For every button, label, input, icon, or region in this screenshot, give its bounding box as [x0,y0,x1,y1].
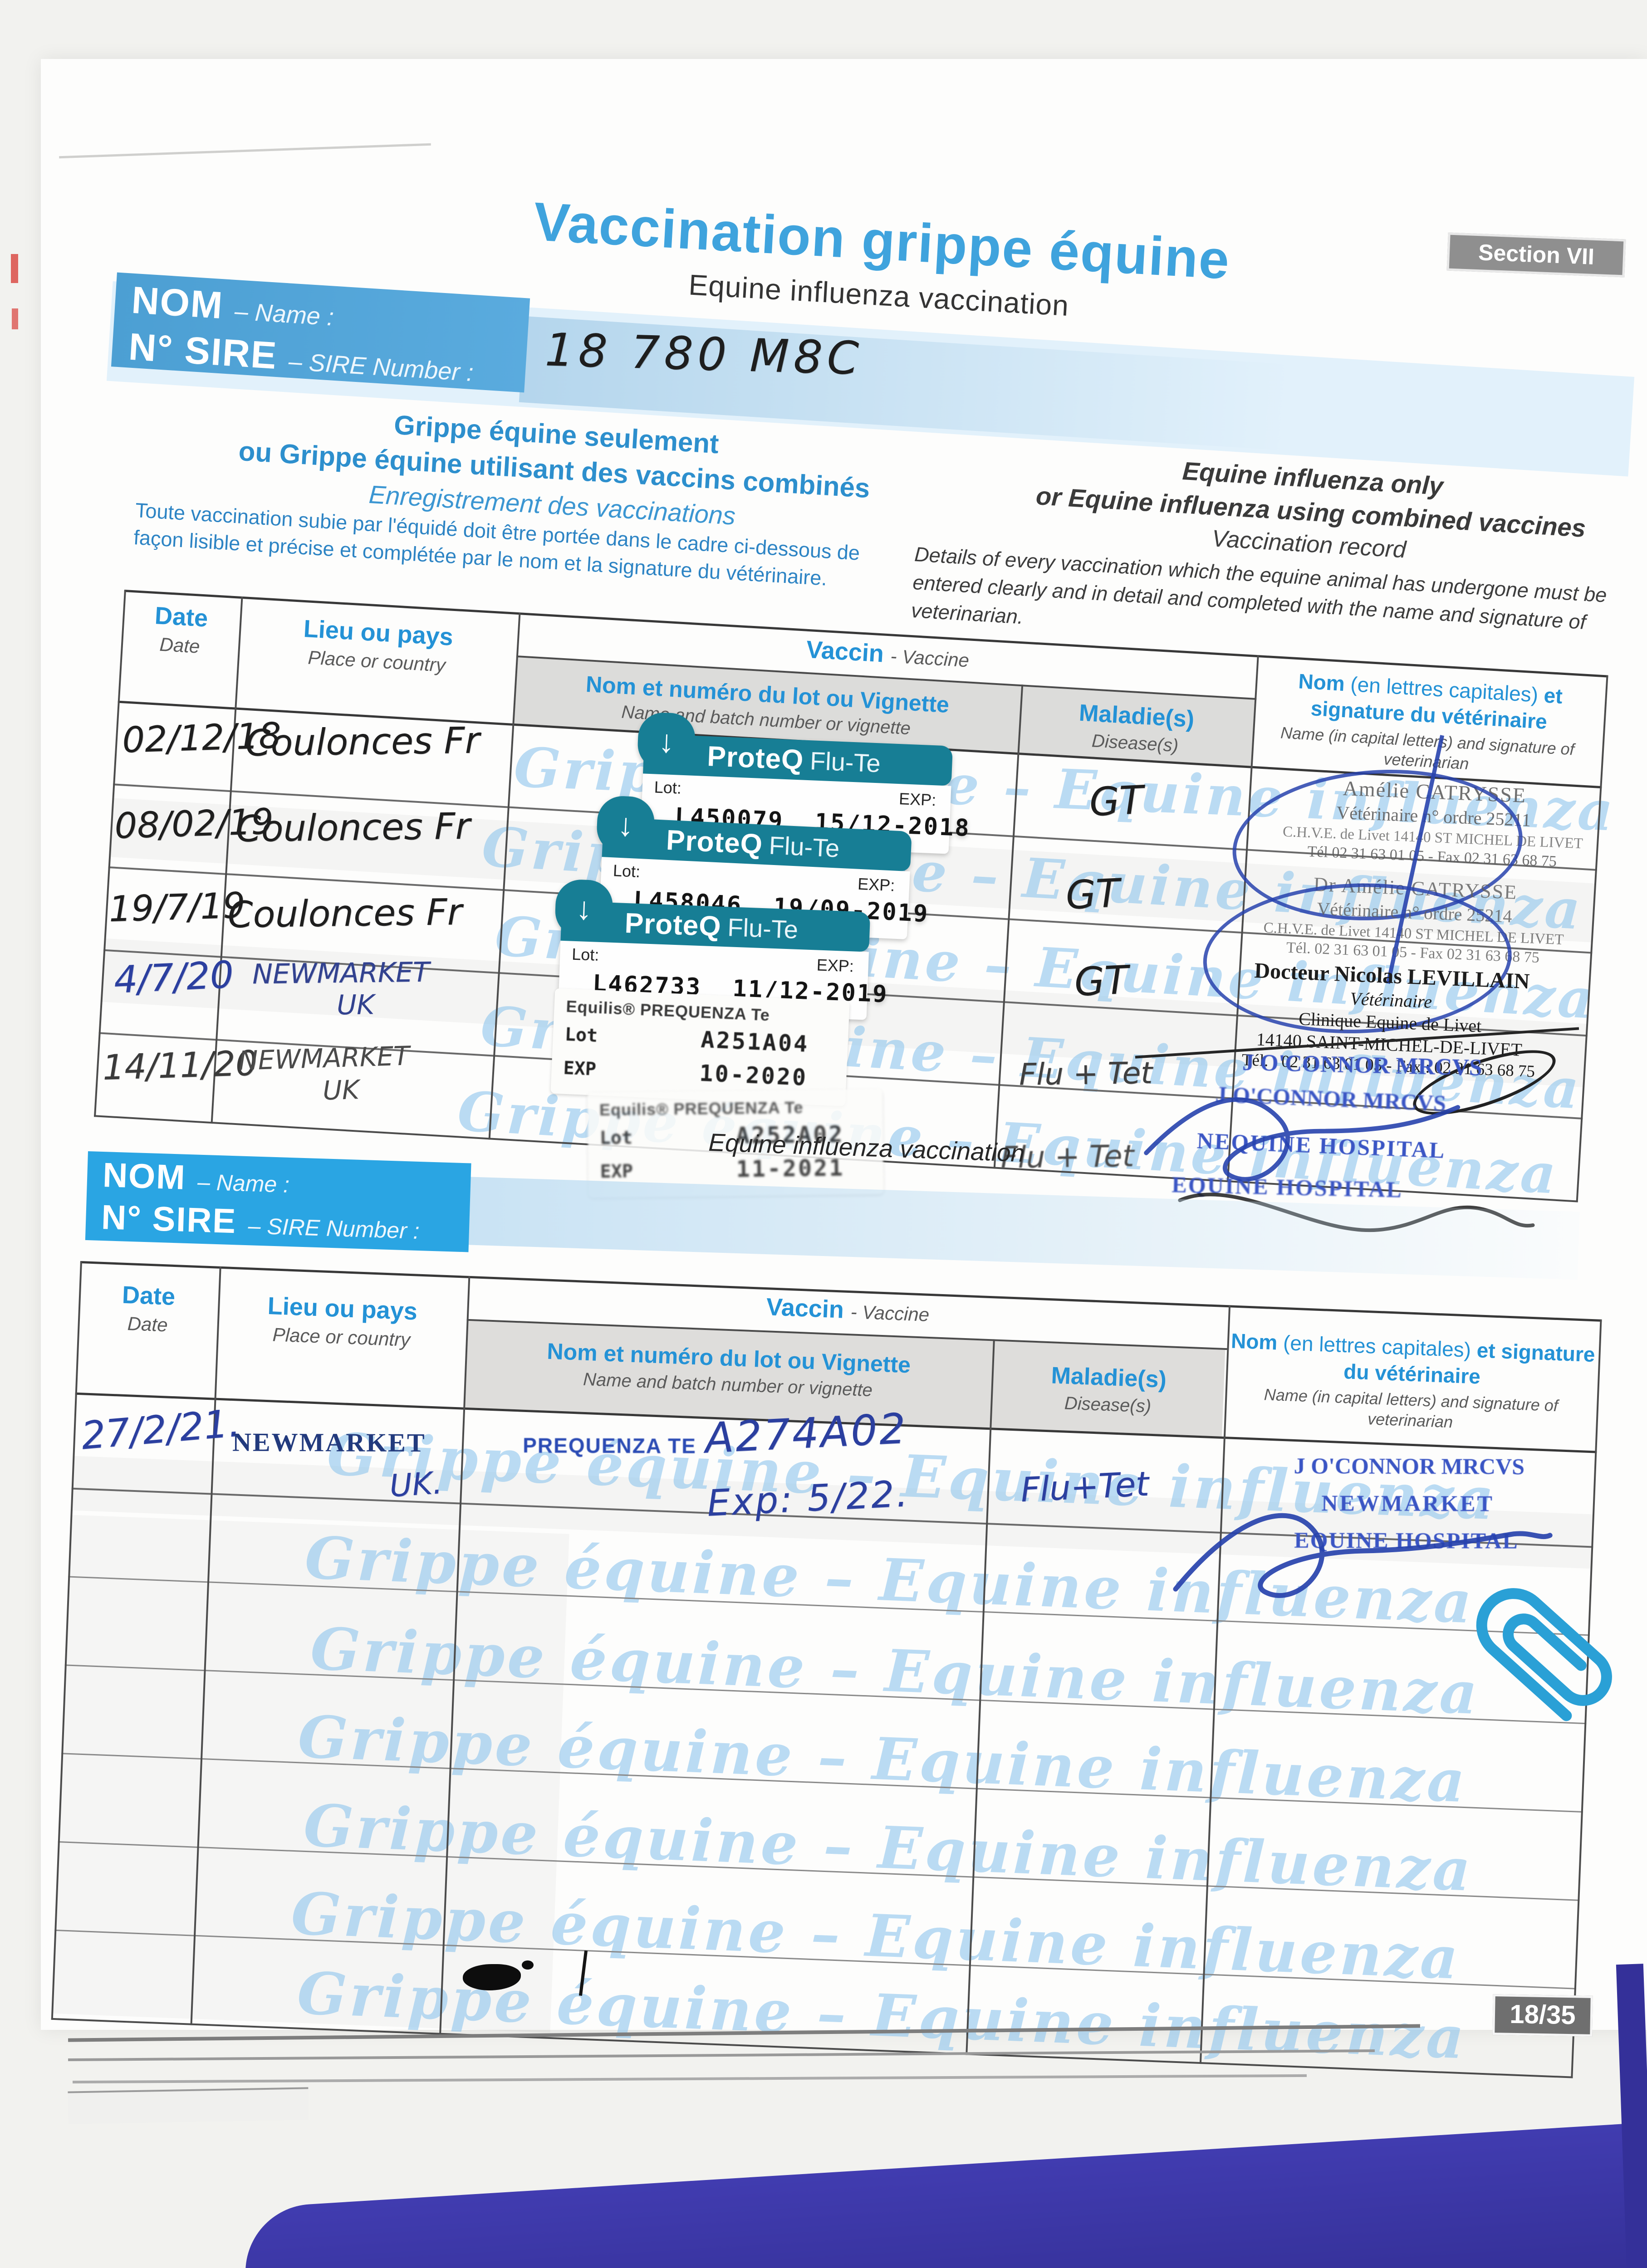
binder-cover-corner [241,2114,1647,2268]
row2-place: Coulonces Fr [235,805,471,850]
sticker-title: Equilis® PREQUENZA Te [599,1098,804,1119]
nom-sublabel: – Name : [197,1169,290,1198]
sticker-brand: ProteQ [706,740,804,776]
col-header-vet-fr2: (en lettres capitales) [1283,1330,1472,1362]
col-header-date-en: Date [159,633,201,657]
t2-vet-signature-squiggle [1173,1513,1553,1598]
t2-row-vaccine-stamp: PREQUENZA TE [523,1433,696,1458]
lot-label: Lot [599,1127,633,1149]
section-badge: Section VII [1446,232,1626,278]
t2-row-place-handwritten: UK. [388,1465,444,1505]
col-header-place-en: Place or country [272,1324,411,1351]
sticker-variant: Flu-Te [809,746,881,777]
down-arrow-icon: ↓ [596,795,656,855]
sire-label: N° SIRE [101,1198,237,1241]
row3-place: Coulonces Fr [227,891,462,936]
sire-number-handwritten: 18 780 M8C [544,323,864,385]
t2-row-disease: Flu+Tet [1020,1464,1150,1510]
scan-edge-red-mark [11,254,18,283]
nom-label: NOM [102,1156,186,1197]
col-header-vet-en: Name (in capital letters) and signature … [1264,1385,1559,1432]
sticker-exp-row: EXP 10-2020 [563,1054,835,1095]
col-header-place-fr: Lieu ou pays [267,1292,418,1325]
exp-label: EXP: [898,789,937,810]
col-header-date-fr: Date [154,602,209,632]
sticker-variant: Flu-Te [768,830,840,863]
row5-place-line2: UK [322,1074,360,1106]
nom-sublabel: – Name : [234,298,335,331]
row3-disease: GT [1073,957,1130,1006]
row4-place-line2: UK [336,989,375,1022]
row3-date: 19/7/19 [108,885,246,930]
row5-place-line1: NEWMARKET [238,1040,410,1076]
sticker-brand: ProteQ [624,907,722,943]
col-header-vet-fr1: Nom [1298,669,1346,696]
col-header-vet: Nom (en lettres capitales) et signature … [1251,666,1606,782]
t2-row-lot-handwritten: A274A02 [704,1404,909,1463]
lot-label: Lot: [613,861,641,881]
col-header-vaccine-en: - Vaccine [850,1301,930,1325]
col-header-vaccine-fr: Vaccin [765,1293,845,1324]
col-header-vet: Nom (en lettres capitales) et signature … [1224,1328,1599,1437]
row1-place: Coulonces Fr [245,719,480,764]
vaccine-sticker-equilis-1: Equilis® PREQUENZA Te Lot A251A04 EXP 10-2… [550,988,850,1106]
lot-value: A251A04 [700,1026,810,1058]
exp-label: EXP: [857,874,896,895]
t2-row-date: 27/2/21. [79,1400,242,1458]
exp-label: EXP [600,1161,633,1183]
vaccination-table-2: Grippe équine – Equine influenza Grippe … [51,1261,1602,2078]
ink-splotch-dot [522,1960,534,1970]
sire-line: N° SIRE – SIRE Number : [101,1198,470,1248]
row1-disease: GT [1088,777,1145,826]
down-arrow-icon: ↓ [637,711,696,771]
t2-row-place-stamp: NEWMARKET [232,1427,426,1458]
col-header-vaccine-en: - Vaccine [890,645,970,671]
col-header-vaccine-fr: Vaccin [805,635,885,668]
lot-label: Lot [564,1024,598,1046]
col-header-vet-fr1: Nom [1230,1329,1278,1354]
sire-label: N° SIRE [127,325,279,377]
row2-disease: GT [1064,870,1121,919]
sticker-brand: ProteQ [665,824,764,860]
vaccination-table-1: Grippe équine – Equine influenza Grippe … [93,590,1617,1232]
exp-value: 10-2020 [699,1060,809,1091]
section-badge-label: Section VII [1478,240,1595,269]
lot-label: Lot: [571,944,600,964]
down-arrow-icon: ↓ [554,879,614,938]
exp-label: EXP: [816,955,854,976]
ink-splotch [463,1964,521,1990]
nom-line: NOM – Name : [102,1155,471,1206]
row5-date: 14/11/20 [102,1042,258,1088]
row4-date: 4/7/20 [113,953,235,1002]
page-stack-tab [68,2087,309,2124]
paperclip-icon [1476,1588,1612,1721]
nom-label: NOM [130,278,225,327]
col-header-date-en: Date [127,1313,168,1336]
page-number-badge: 18/35 [1492,1994,1593,2037]
sticker-lot-row: Lot A251A04 [564,1021,837,1061]
sire-sublabel: – SIRE Number : [247,1213,420,1244]
col-header-date-fr: Date [122,1281,176,1311]
exp-label: EXP [563,1057,597,1080]
page-stack-edge [73,2074,1307,2084]
page-number: 18/35 [1509,1999,1576,2030]
nom-sire-bar: NOM – Name : N° SIRE – SIRE Number : [85,1151,471,1252]
lot-label: Lot: [654,777,682,797]
scan-edge-red-mark [12,308,18,329]
row4-place-line1: NEWMARKET [252,956,430,991]
sticker-variant: Flu-Te [727,912,799,944]
